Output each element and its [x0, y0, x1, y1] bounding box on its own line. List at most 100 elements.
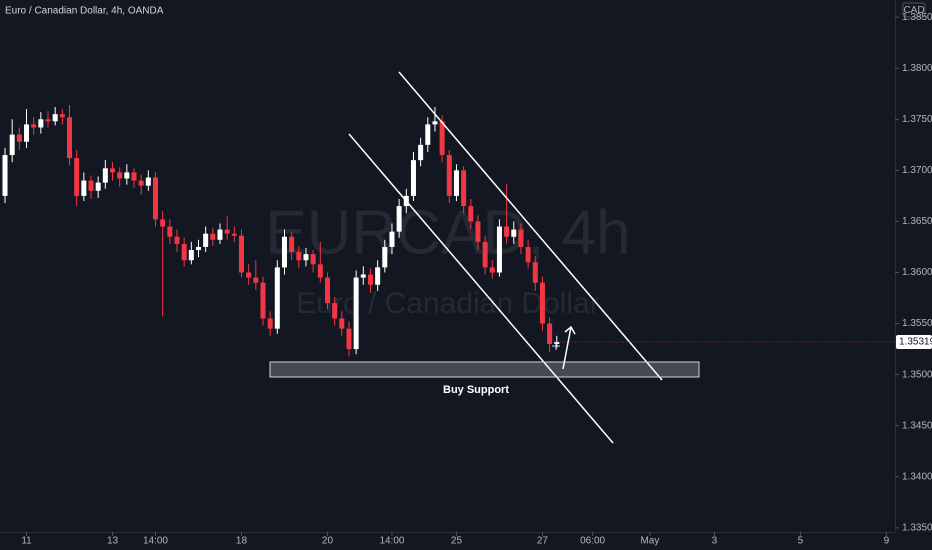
candle-body: [195, 246, 201, 251]
candle-body: [525, 246, 531, 263]
candle-body: [181, 243, 187, 261]
candle-body: [475, 221, 481, 242]
x-tick-label: 20: [322, 536, 334, 547]
x-tick-label: 25: [451, 536, 463, 547]
candle-body: [353, 277, 359, 350]
candle-body: [88, 180, 94, 191]
candle-body: [231, 233, 237, 236]
candle-body: [109, 168, 116, 173]
currency: CAD: [903, 5, 924, 16]
y-tick-label: 1.35500: [902, 318, 932, 329]
candle-body: [539, 282, 545, 324]
candle-body: [504, 226, 510, 237]
candle-body: [59, 114, 65, 118]
candle-body: [289, 236, 295, 253]
candle-body: [253, 277, 259, 283]
y-tick-label: 1.34500: [902, 420, 932, 431]
y-tick-label: 1.36000: [902, 267, 932, 278]
candle-body: [74, 158, 80, 196]
channel-line: [398, 71, 663, 381]
candle-body: [532, 262, 538, 283]
candle-body: [224, 229, 230, 234]
candle-body: [210, 233, 216, 240]
candle-body: [95, 182, 101, 191]
support-zone: [269, 361, 700, 378]
candle-body: [432, 121, 438, 125]
candle-body: [260, 282, 266, 319]
candle-body: [468, 206, 474, 222]
x-tick-label: 9: [884, 536, 890, 547]
candle-body: [66, 117, 73, 159]
candle-body: [439, 121, 445, 156]
candle-body: [238, 235, 244, 273]
candle-body: [339, 318, 345, 329]
candle-body: [138, 180, 144, 186]
candle-body: [131, 172, 137, 181]
chart-title: Euro / Canadian Dollar, 4h, OANDA: [5, 6, 164, 17]
candle-body: [274, 267, 280, 329]
candle-body: [496, 226, 502, 273]
candle-body: [16, 134, 22, 142]
y-tick-label: 1.38500: [902, 12, 932, 23]
candle-body: [174, 236, 180, 244]
candle-body: [24, 124, 30, 142]
candle-body: [324, 277, 330, 304]
y-tick-label: 1.33500: [902, 522, 932, 533]
candle-body: [296, 252, 302, 261]
y-tick-label: 1.37000: [902, 165, 932, 176]
drawings: Buy Support: [269, 71, 700, 444]
candle-body: [461, 170, 467, 207]
candle-body: [367, 274, 373, 285]
y-tick-label: 1.35000: [902, 369, 932, 380]
candle-body: [332, 303, 338, 319]
x-tick-label: 3: [712, 536, 718, 547]
last-price-label: 1.35319: [899, 337, 932, 348]
candle-body: [310, 254, 316, 265]
candle-body: [124, 172, 130, 179]
candle-body: [152, 177, 159, 220]
x-tick-label: 06:00: [580, 536, 605, 547]
candle-body: [160, 219, 166, 227]
y-tick-label: 1.36500: [902, 216, 932, 227]
candle-body: [410, 160, 416, 196]
candle-body: [511, 229, 517, 237]
candle-body: [418, 144, 424, 161]
candle-body: [38, 119, 44, 128]
candle-body: [145, 177, 151, 186]
candle-body: [117, 172, 123, 179]
candle-body: [52, 114, 58, 122]
x-tick-label: 11: [21, 536, 32, 547]
channel-line: [348, 133, 614, 444]
candle-body: [346, 328, 352, 350]
crosshair: [552, 342, 560, 350]
candle-body: [425, 124, 431, 145]
candle-body: [188, 250, 194, 261]
candle-body: [102, 168, 108, 183]
x-tick-label: 14:00: [379, 536, 404, 547]
candle-body: [446, 155, 452, 196]
candle-body: [303, 254, 309, 261]
annotation: Buy Support: [443, 384, 509, 396]
x-tick-label: May: [640, 536, 659, 547]
x-tick-label: 5: [798, 536, 804, 547]
x-tick-label: 14:00: [143, 536, 168, 547]
candle-body: [203, 233, 209, 247]
watermark: EURCAD, 4h: [265, 198, 630, 267]
candle-body: [453, 170, 459, 196]
candle-body: [281, 236, 287, 268]
y-tick-label: 1.37500: [902, 114, 932, 125]
candle-body: [382, 246, 388, 268]
candle-body: [267, 318, 273, 329]
y-tick-label: 1.34000: [902, 471, 932, 482]
candle-body: [360, 274, 366, 278]
candle-body: [389, 231, 395, 247]
x-tick-label: 18: [236, 536, 248, 547]
candle-body: [167, 226, 173, 237]
candles: [2, 104, 560, 357]
candle-body: [246, 272, 252, 278]
candle-body: [547, 323, 553, 344]
last-price-box: [896, 335, 932, 350]
candle-body: [518, 229, 524, 247]
